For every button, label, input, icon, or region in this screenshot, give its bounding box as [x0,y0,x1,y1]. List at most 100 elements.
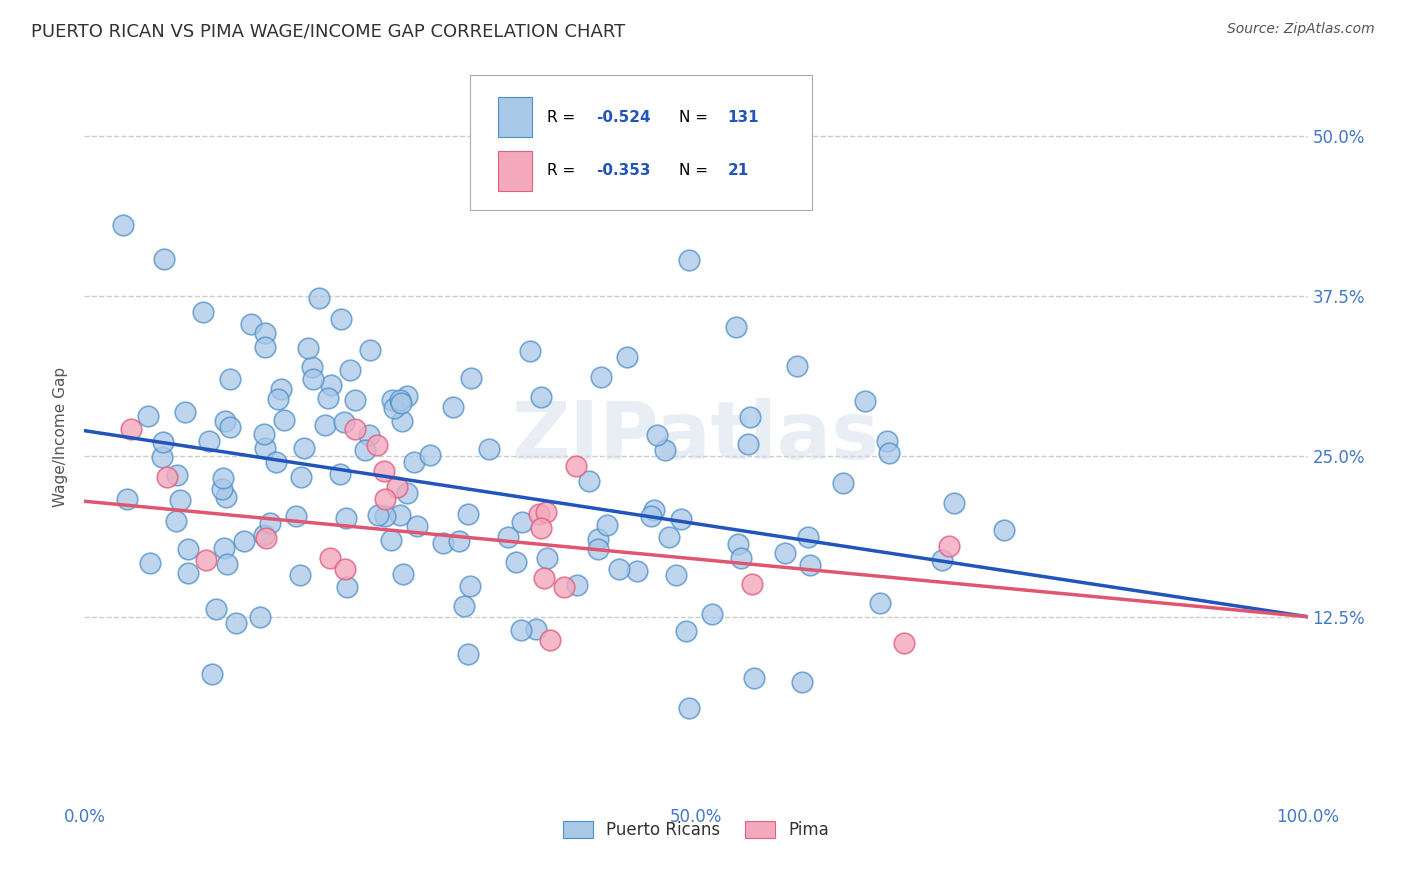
Point [700,607,723,622]
Point [292,441,315,455]
Point [565,578,588,592]
Point [318,392,340,406]
Point [367,508,389,522]
Point [675,624,697,639]
Text: ZIPatlas: ZIPatlas [512,398,880,476]
Point [876,434,898,448]
Text: -0.353: -0.353 [596,163,650,178]
Point [215,491,238,505]
Point [335,562,357,576]
Point [191,305,214,319]
Point [616,350,638,364]
Point [212,541,235,556]
Point [270,383,292,397]
Point [339,363,361,377]
Point [354,442,377,457]
Point [591,369,613,384]
Text: R =: R = [547,163,579,178]
Point [496,530,519,544]
Point [253,442,276,456]
Point [374,508,396,523]
Point [194,552,217,566]
Text: 131: 131 [728,110,759,125]
Point [740,409,762,424]
Point [931,553,953,567]
FancyBboxPatch shape [498,97,531,137]
Point [527,507,550,521]
Point [359,343,381,358]
Point [385,480,408,494]
Point [596,517,619,532]
Point [318,551,340,566]
Point [314,417,336,432]
FancyBboxPatch shape [470,75,813,211]
Point [273,412,295,426]
Text: N =: N = [679,163,713,178]
Text: PUERTO RICAN VS PIMA WAGE/INCOME GAP CORRELATION CHART: PUERTO RICAN VS PIMA WAGE/INCOME GAP COR… [31,22,626,40]
Point [336,580,359,594]
Point [389,508,412,522]
Point [253,426,276,441]
Point [253,326,276,341]
Point [457,508,479,522]
Point [524,622,547,636]
Point [730,550,752,565]
Point [586,532,609,546]
Point [792,675,814,690]
Point [512,515,534,529]
Point [938,539,960,553]
Point [165,514,187,528]
Point [441,400,464,414]
Point [382,401,405,416]
Point [166,467,188,482]
Point [396,389,419,403]
Text: N =: N = [679,110,713,125]
Point [319,378,342,392]
Point [741,577,763,591]
Point [533,571,555,585]
Point [301,360,323,375]
Point [176,542,198,557]
Point [381,392,404,407]
Point [669,512,692,526]
Point [218,372,240,386]
Point [373,463,395,477]
Point [233,533,256,548]
Point [893,636,915,650]
Point [301,372,323,386]
Point [678,252,700,267]
Point [737,437,759,451]
Point [725,319,748,334]
Point [538,632,561,647]
Point [329,467,352,481]
FancyBboxPatch shape [498,151,531,191]
Point [391,414,413,428]
Point [284,508,307,523]
Point [366,438,388,452]
Point [742,671,765,685]
Text: Source: ZipAtlas.com: Source: ZipAtlas.com [1227,22,1375,37]
Point [389,396,412,410]
Point [153,252,176,266]
Legend: Puerto Ricans, Pima: Puerto Ricans, Pima [555,814,837,846]
Point [534,506,557,520]
Point [396,485,419,500]
Point [797,530,820,544]
Point [509,624,531,638]
Point [773,546,796,560]
Point [405,519,427,533]
Point [586,542,609,557]
Point [214,414,236,428]
Point [267,392,290,406]
Point [505,555,527,569]
Point [138,409,160,424]
Point [645,427,668,442]
Point [290,470,312,484]
Point [169,493,191,508]
Point [249,609,271,624]
Point [665,568,688,582]
Point [453,599,475,614]
Point [388,392,411,407]
Point [643,502,665,516]
Point [432,536,454,550]
